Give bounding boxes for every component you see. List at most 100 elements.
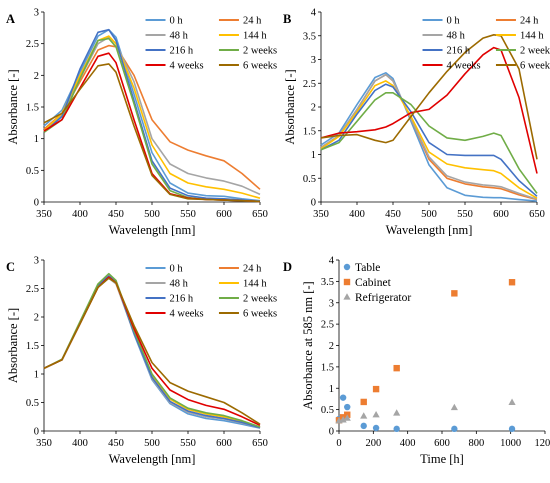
y-tick-label: 0.5 [321,405,334,416]
legend-label: Cabinet [355,277,392,289]
y-axis-label: Absorbance [-] [6,308,20,383]
data-point-refrigerator [339,416,347,423]
y-tick-label: 2.5 [321,320,334,331]
legend-label: 2 weeks [243,46,277,57]
data-point-table [339,394,347,401]
data-point-cabinet [360,398,367,406]
x-tick-label: 400 [400,438,416,449]
series-line-2-weeks [43,272,261,428]
x-tick-label: 0 [336,438,341,449]
series-line-144-h [43,35,261,199]
x-tick-label: 600 [216,209,232,220]
series-line-216-h [43,28,261,203]
series-line-6-weeks [43,277,261,425]
legend-label: 4 weeks [170,61,204,72]
legend-label: 24 h [520,16,539,27]
y-tick-label: 2 [329,341,334,352]
data-point-table [372,424,380,432]
data-point-table [393,425,400,433]
legend-label: 48 h [170,31,189,42]
y-tick-label: 2.5 [26,39,39,50]
legend-label: 0 h [447,16,461,27]
x-tick-label: 550 [457,209,473,220]
x-tick-label: 650 [252,438,268,449]
data-point-refrigerator [508,398,516,405]
x-tick-label: 500 [421,209,437,220]
legend-label: 4 weeks [447,61,481,72]
data-point-table [508,425,516,433]
data-point-cabinet [393,364,400,372]
series-line-48-h [320,73,538,200]
data-point-cabinet [372,385,380,393]
legend-label: 6 weeks [243,309,277,320]
y-axis-label: Absorbance at 585 nm [-] [301,281,315,409]
y-tick-label: 3 [34,8,39,19]
legend-marker [343,293,351,300]
data-point-refrigerator [372,410,380,418]
legend-label: 48 h [447,31,466,42]
data-point-refrigerator [393,409,401,416]
legend-label: 216 h [447,46,471,57]
legend-marker [343,278,351,286]
y-tick-label: 1.5 [303,126,316,137]
x-tick-label: 650 [529,209,545,220]
y-tick-label: 1.5 [26,103,39,114]
data-point-cabinet [508,279,516,286]
panel-label: A [6,12,15,26]
y-tick-label: 1 [329,384,334,395]
y-tick-label: 2 [34,313,39,324]
series-line-144-h [320,80,538,199]
y-tick-label: 1 [311,150,316,161]
y-tick-label: 1.5 [26,341,39,352]
x-axis-label: Wavelength [nm] [386,223,473,237]
series-line-4-weeks [43,276,261,427]
y-tick-label: 1.5 [321,362,334,373]
y-tick-label: 0 [311,198,316,209]
legend-marker [343,263,351,271]
y-tick-label: 2.5 [26,284,39,295]
legend-label: 216 h [170,46,194,57]
y-tick-label: 0 [34,198,39,209]
y-tick-label: 0 [329,427,334,438]
y-axis-label: Absorbance [-] [6,69,20,144]
series-line-0-h [43,28,261,202]
legend-label: 2 weeks [243,294,277,305]
panel-label: D [283,260,292,274]
legend-label: 144 h [243,279,267,290]
x-tick-label: 200 [365,438,381,449]
chart-panel-a: 0 0.5 1 1.5 2 2.5 3 350 400 450 500 550 600 650 Wavele… [6,8,277,238]
x-axis-label: Time [h] [420,452,464,466]
legend-label: 24 h [243,16,262,27]
y-axis-label: Absorbance [-] [283,69,297,144]
x-tick-label: 550 [180,438,196,449]
panel-label: B [283,12,291,26]
y-tick-label: 3.5 [321,277,334,288]
y-tick-label: 0.5 [303,174,316,185]
data-point-cabinet [451,290,458,297]
x-tick-label: 600 [434,438,450,449]
series-line-4-weeks [43,52,261,203]
x-tick-label: 600 [493,209,509,220]
y-tick-label: 4 [311,8,317,19]
x-tick-label: 400 [72,438,88,449]
y-tick-label: 0.5 [26,166,39,177]
legend-label: Refrigerator [355,292,411,304]
y-tick-label: 2.5 [303,79,316,90]
x-tick-label: 400 [72,209,88,220]
legend-label: 6 weeks [520,61,550,72]
y-tick-label: 3 [329,298,334,309]
x-tick-label: 650 [252,209,268,220]
y-tick-label: 1 [34,370,39,381]
y-tick-label: 2 [34,71,39,82]
x-tick-label: 600 [216,438,232,449]
x-tick-label: 800 [468,438,484,449]
legend-label: 48 h [170,279,189,290]
x-tick-label: 350 [36,209,52,220]
series-line-0-h [320,72,538,202]
series-line-2-weeks [320,92,538,194]
x-tick-label: 450 [385,209,401,220]
x-axis-label: Wavelength [nm] [109,452,196,466]
data-point-refrigerator [360,412,368,419]
x-tick-label: 1200 [535,438,550,449]
y-tick-label: 0.5 [26,398,39,409]
